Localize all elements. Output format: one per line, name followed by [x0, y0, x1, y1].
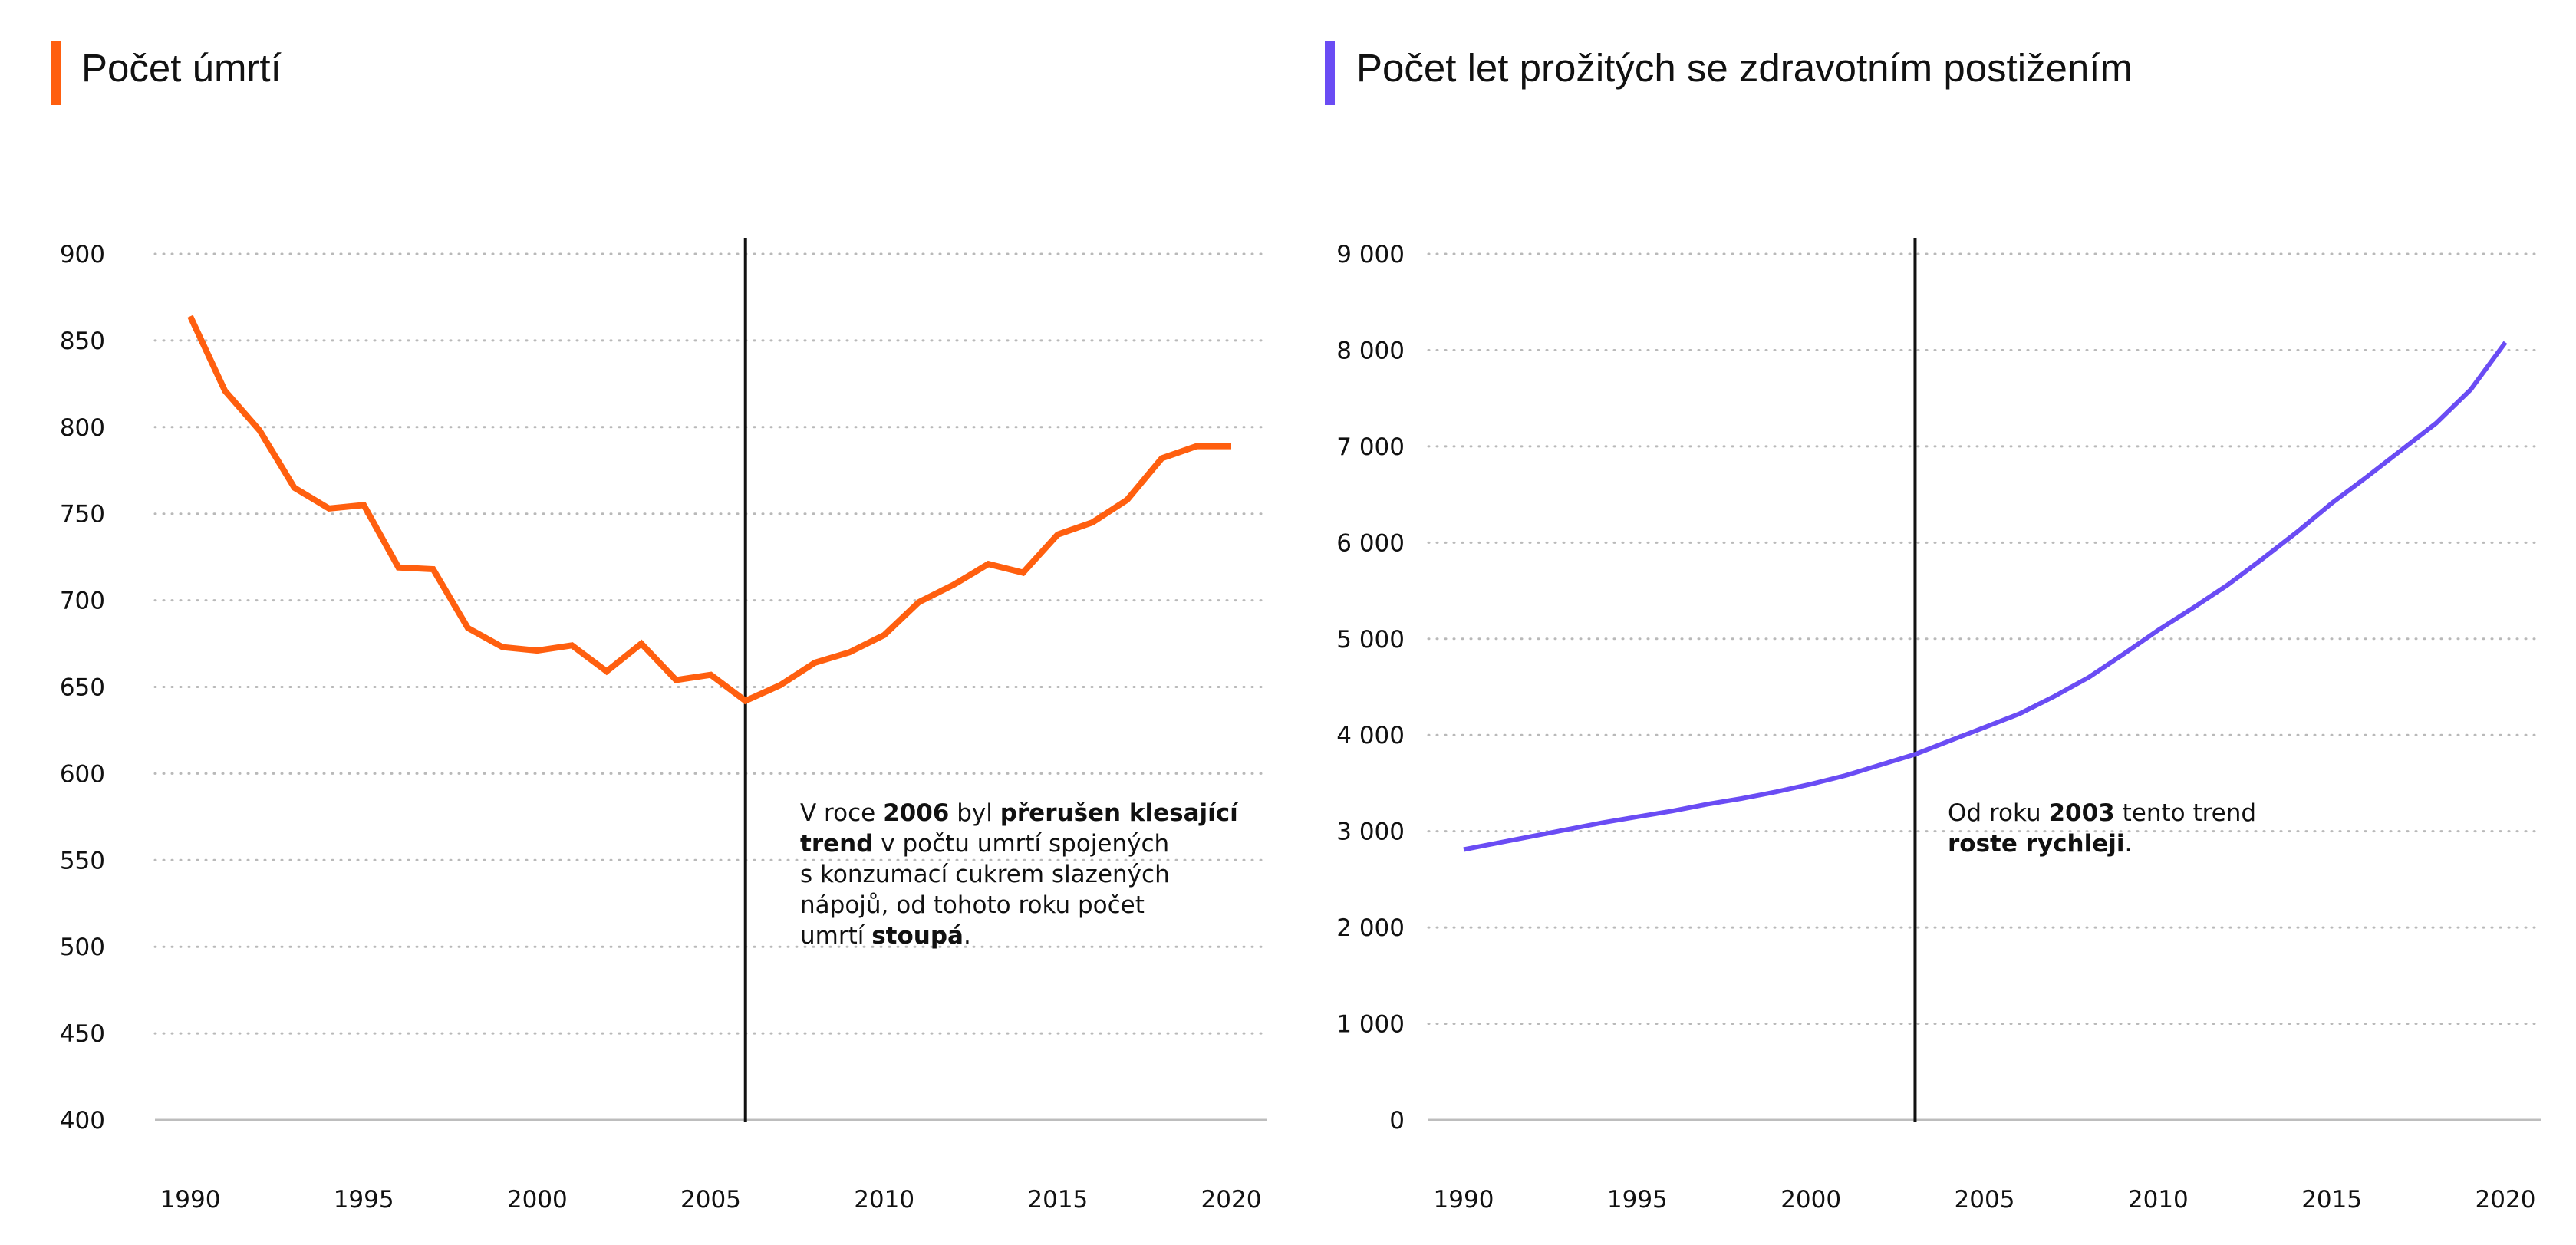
y-tick-label: 1 000 — [1336, 1011, 1405, 1039]
annotation-segment: . — [2125, 830, 2133, 858]
x-tick-label: 1990 — [1434, 1186, 1494, 1214]
y-tick-label: 6 000 — [1336, 529, 1405, 557]
annotation-left: V roce 2006 byl přerušen klesající trend … — [800, 799, 1239, 950]
x-tick-label: 2020 — [1201, 1186, 1262, 1214]
y-tick-label: 400 — [60, 1107, 105, 1135]
y-tick-label: 3 000 — [1336, 818, 1405, 846]
annotation-segment: v počtu umrtí spojených — [873, 830, 1169, 858]
y-tick-label: 2 000 — [1336, 914, 1405, 942]
annotation-segment: tento trend — [2115, 799, 2256, 827]
annotation-segment: umrtí — [800, 922, 871, 950]
annotation-segment: trend — [800, 830, 873, 858]
y-tick-label: 550 — [60, 847, 105, 874]
y-tick-label: 9 000 — [1336, 241, 1405, 268]
x-tick-label: 2005 — [680, 1186, 741, 1214]
annotation-right: Od roku 2003 tento trend roste rychleji. — [1948, 799, 2256, 858]
y-tick-label: 5 000 — [1336, 626, 1405, 654]
annotation-segment: přerušen klesající — [1000, 799, 1239, 827]
x-tick-label: 2015 — [1027, 1186, 1088, 1214]
y-tick-label: 750 — [60, 501, 105, 529]
x-tick-label: 2000 — [1780, 1186, 1841, 1214]
y-tick-label: 4 000 — [1336, 722, 1405, 749]
x-tick-label: 1990 — [160, 1186, 221, 1214]
x-tick-labels-left: 1990 1995 2000 2005 2010 2015 2020 — [160, 1186, 1262, 1214]
gridlines-right — [1427, 252, 2542, 1026]
chart-right: Počet let prožitých se zdravotním postiž… — [1325, 41, 2542, 1214]
y-tick-label: 8 000 — [1336, 337, 1405, 364]
annotation-segment: roste rychleji — [1948, 830, 2125, 858]
y-tick-label: 800 — [60, 414, 105, 442]
title-accent-bar-right — [1325, 41, 1335, 105]
chart-title-left: Počet úmrtí — [81, 46, 282, 90]
title-accent-bar-left — [51, 41, 61, 105]
x-tick-label: 2010 — [854, 1186, 914, 1214]
chart-title-right: Počet let prožitých se zdravotním postiž… — [1356, 46, 2133, 90]
x-tick-label: 1995 — [1607, 1186, 1668, 1214]
x-tick-label: 2005 — [1955, 1186, 2015, 1214]
annotation-segment: nápojů, od tohoto roku počet — [800, 891, 1145, 919]
annotation-segment: stoupá — [871, 922, 964, 950]
gridlines-left — [153, 252, 1269, 1035]
series-line-right — [1463, 341, 2508, 852]
annotation-segment: byl — [949, 799, 1000, 827]
annotation-segment: V roce — [800, 799, 883, 827]
annotation-segment: . — [964, 922, 971, 950]
y-tick-label: 600 — [60, 760, 105, 788]
x-tick-label: 1995 — [334, 1186, 394, 1214]
annotation-segment: 2003 — [2048, 799, 2114, 827]
y-tick-label: 0 — [1389, 1107, 1405, 1135]
y-tick-label: 900 — [60, 241, 105, 268]
series-line-left — [187, 315, 1231, 705]
y-tick-label: 850 — [60, 328, 105, 355]
x-tick-label: 2020 — [2476, 1186, 2536, 1214]
y-tick-label: 700 — [60, 588, 105, 615]
x-tick-label: 2010 — [2128, 1186, 2189, 1214]
y-tick-labels-left: 900 850 800 750 700 650 600 550 500 450 400 — [60, 241, 105, 1135]
annotation-segment: 2006 — [883, 799, 949, 827]
x-tick-labels-right: 1990 1995 2000 2005 2010 2015 2020 — [1434, 1186, 2536, 1214]
annotation-segment: s konzumací cukrem slazených — [800, 861, 1170, 888]
y-tick-label: 450 — [60, 1020, 105, 1048]
y-tick-label: 650 — [60, 674, 105, 702]
annotation-segment: Od roku — [1948, 799, 2048, 827]
x-tick-label: 2000 — [507, 1186, 568, 1214]
y-tick-label: 7 000 — [1336, 433, 1405, 461]
y-tick-label: 500 — [60, 934, 105, 961]
x-tick-label: 2015 — [2301, 1186, 2362, 1214]
chart-left: Počet úmrtí 900 850 800 750 700 650 600 550 500 4… — [51, 41, 1269, 1214]
y-tick-labels-right: 9 000 8 000 7 000 6 000 5 000 4 000 3 000 2 000… — [1336, 241, 1405, 1135]
